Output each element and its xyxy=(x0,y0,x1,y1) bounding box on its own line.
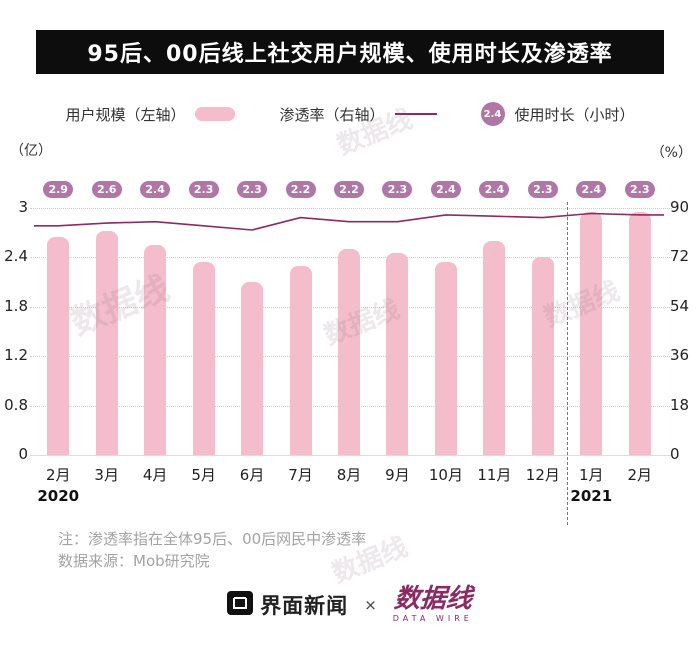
jiemian-logo-icon xyxy=(227,590,254,619)
x-axis-label: 10月 xyxy=(428,466,463,484)
legend-item-user-scale: 用户规模（左轴） xyxy=(65,104,236,125)
note-penetration: 注：渗透率指在全体95后、00后网民中渗透率 xyxy=(58,530,367,548)
footnotes: 注：渗透率指在全体95后、00后网民中渗透率 数据来源：Mob研究院 xyxy=(58,528,366,572)
chart-area: 3 90 2.4 72 1.8 54 1.2 36 0.8 18 0 0 2.9 2.6 2.4 2.3 2.3… xyxy=(0,160,700,532)
duration-badge: 2.3 xyxy=(624,181,655,198)
x-axis-label: 1月 xyxy=(579,466,604,484)
x-axis-label: 11月 xyxy=(477,466,512,484)
duration-badge: 2.9 xyxy=(43,181,74,198)
user-scale-bar xyxy=(338,249,360,455)
duration-badge: 2.4 xyxy=(576,181,607,198)
legend-item-penetration: 渗透率（右轴） xyxy=(279,104,437,125)
legend-bar-label: 用户规模（左轴） xyxy=(65,105,186,124)
left-axis-tick: 1.2 xyxy=(4,346,28,365)
x-axis-label: 2月 xyxy=(627,466,653,484)
duration-badge: 2.4 xyxy=(479,181,510,198)
right-axis-tick: 36 xyxy=(670,346,690,365)
note-source: 数据来源：Mob研究院 xyxy=(58,552,210,570)
left-axis-tick: 3 xyxy=(18,198,28,216)
duration-badge: 2.2 xyxy=(285,181,316,198)
user-scale-bar xyxy=(192,261,215,455)
user-scale-bar xyxy=(628,212,651,455)
right-axis-unit: （%） xyxy=(650,145,692,161)
x-axis-label: 4月 xyxy=(142,466,168,484)
duration-badge: 2.3 xyxy=(237,181,268,198)
legend-line-label: 渗透率（右轴） xyxy=(279,105,385,124)
year-label: 2021 xyxy=(570,487,613,505)
gridline xyxy=(30,455,672,456)
user-scale-bar xyxy=(144,245,167,455)
datawire-logo: 数据线 DATA WIRE xyxy=(392,584,473,623)
legend-duration-label: 使用时长（小时） xyxy=(514,105,635,124)
duration-badge: 2.3 xyxy=(527,181,558,198)
duration-badge: 2.3 xyxy=(382,181,413,198)
jiemian-logo-text: 界面新闻 xyxy=(260,593,349,618)
user-scale-bar xyxy=(241,282,264,455)
duration-badge: 2.4 xyxy=(430,181,461,198)
duration-badge: 2.6 xyxy=(91,181,122,198)
times-separator: × xyxy=(364,595,377,614)
left-axis-tick: 1.8 xyxy=(4,296,28,315)
user-scale-bar xyxy=(434,261,457,455)
x-axis-label: 2月 xyxy=(45,466,71,484)
datawire-logo-subtext: DATA WIRE xyxy=(392,614,473,623)
x-axis-label: 12月 xyxy=(525,466,560,484)
duration-badge: 2.3 xyxy=(188,181,219,198)
page-title: 95后、00后线上社交用户规模、使用时长及渗透率 xyxy=(87,42,613,67)
x-axis-label: 7月 xyxy=(288,466,313,484)
footer-logos: 界面新闻 × 数据线 DATA WIRE xyxy=(0,584,700,623)
duration-badge-icon: 2.4 xyxy=(480,102,505,126)
datawire-logo-text: 数据线 xyxy=(392,584,473,614)
legend: 用户规模（左轴） 渗透率（右轴） 2.4 使用时长（小时） xyxy=(0,102,700,126)
user-scale-bar xyxy=(386,253,409,455)
user-scale-bar xyxy=(580,212,603,455)
duration-badge: 2.4 xyxy=(140,181,171,198)
x-axis-label: 5月 xyxy=(191,466,216,484)
user-scale-bar xyxy=(483,240,506,455)
left-axis-tick: 0 xyxy=(18,445,28,463)
duration-badge: 2.2 xyxy=(334,181,364,198)
jiemian-logo: 界面新闻 xyxy=(227,590,348,620)
gridline xyxy=(30,208,672,209)
right-axis-tick: 72 xyxy=(670,247,690,266)
x-axis-label: 9月 xyxy=(385,466,410,484)
user-scale-bar xyxy=(531,257,554,455)
right-axis-tick: 54 xyxy=(670,296,690,315)
right-axis-tick: 90 xyxy=(670,198,690,216)
user-scale-bar xyxy=(95,231,118,455)
left-axis-unit: （亿） xyxy=(10,143,52,159)
user-scale-bar xyxy=(47,236,70,455)
left-axis-tick: 2.4 xyxy=(4,247,28,266)
bar-swatch-icon xyxy=(195,107,236,121)
x-axis-label: 3月 xyxy=(94,466,119,484)
right-axis-tick: 0 xyxy=(670,445,680,463)
user-scale-bar xyxy=(289,265,312,455)
x-axis-label: 8月 xyxy=(336,466,362,484)
left-axis-tick: 0.8 xyxy=(4,395,28,414)
x-axis-label: 6月 xyxy=(239,466,265,484)
legend-item-duration: 2.4 使用时长（小时） xyxy=(480,102,635,126)
year-divider xyxy=(567,202,569,525)
title-bar: 95后、00后线上社交用户规模、使用时长及渗透率 xyxy=(36,30,664,74)
line-swatch-icon xyxy=(394,113,437,115)
year-label: 2020 xyxy=(37,487,80,505)
right-axis-tick: 18 xyxy=(670,395,690,414)
